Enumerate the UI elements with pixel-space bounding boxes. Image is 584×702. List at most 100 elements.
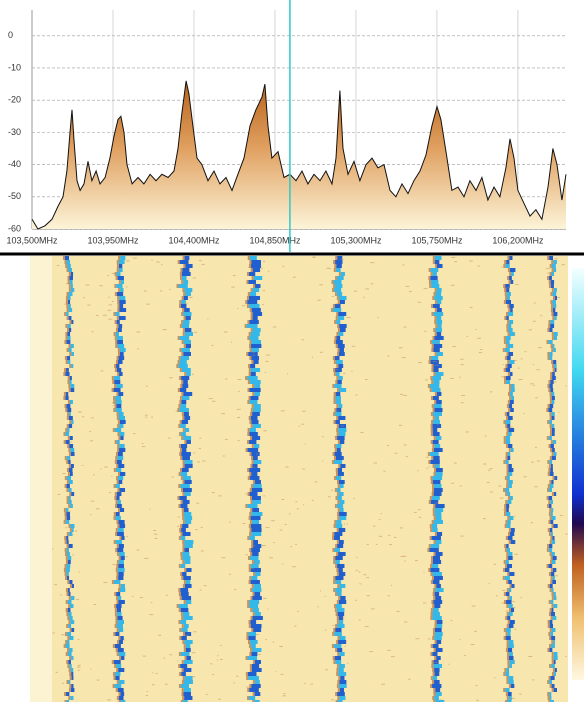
streak-edge xyxy=(333,340,336,344)
streak-edge xyxy=(252,692,255,696)
streak-edge xyxy=(248,644,251,648)
streak-edge xyxy=(179,276,182,280)
streak-edge xyxy=(336,616,339,620)
streak xyxy=(117,276,124,280)
streak xyxy=(506,260,510,264)
speckle xyxy=(144,290,147,292)
streak xyxy=(548,408,553,412)
streak-edge xyxy=(432,260,435,264)
speckle xyxy=(178,283,180,285)
streak xyxy=(507,648,513,652)
streak-edge xyxy=(250,500,253,504)
spectrum-line xyxy=(31,80,567,230)
streak-edge xyxy=(180,552,183,556)
streak xyxy=(336,608,345,612)
streak-edge xyxy=(69,492,72,496)
speckle xyxy=(229,521,231,523)
streak xyxy=(549,484,554,488)
streak-edge xyxy=(427,548,430,552)
streak xyxy=(509,392,513,396)
streak-edge xyxy=(63,396,66,400)
streak-edge xyxy=(178,620,181,624)
streak-edge xyxy=(505,692,508,696)
streak xyxy=(508,428,515,432)
streak-edge xyxy=(550,292,553,296)
streak xyxy=(432,432,440,436)
streak-edge xyxy=(505,492,508,496)
streak xyxy=(551,272,555,276)
speckle xyxy=(319,284,323,286)
streak-edge xyxy=(431,380,434,384)
streak-edge xyxy=(250,608,253,612)
streak-edge xyxy=(115,568,118,572)
speckle xyxy=(537,347,542,349)
streak xyxy=(508,552,513,556)
streak-edge xyxy=(179,672,182,676)
streak xyxy=(251,548,261,552)
streak-edge xyxy=(249,348,252,352)
streak-edge xyxy=(114,384,117,388)
streak-edge xyxy=(69,420,72,424)
streak-edge xyxy=(506,552,509,556)
streak-edge xyxy=(64,572,67,576)
streak xyxy=(249,604,259,608)
streak-edge xyxy=(68,620,71,624)
streak xyxy=(335,588,342,592)
streak-edge xyxy=(433,596,436,600)
streak xyxy=(507,312,514,316)
streak-edge xyxy=(68,668,71,672)
streak xyxy=(433,520,443,524)
streak-edge xyxy=(336,528,339,532)
streak-edge xyxy=(429,536,432,540)
streak xyxy=(183,624,189,628)
streak-edge xyxy=(503,368,506,372)
streak xyxy=(249,468,261,472)
speckle xyxy=(56,264,60,266)
streak-edge xyxy=(429,284,432,288)
streak-edge xyxy=(331,460,334,464)
streak xyxy=(552,300,556,304)
streak-edge xyxy=(335,472,338,476)
streak xyxy=(71,364,74,368)
streak xyxy=(67,640,70,644)
streak xyxy=(248,676,259,680)
streak xyxy=(508,588,512,592)
streak-edge xyxy=(546,496,549,500)
speckle xyxy=(328,267,331,269)
speckle xyxy=(200,550,204,552)
speckle xyxy=(261,545,266,547)
streak-edge xyxy=(431,456,434,460)
streak-edge xyxy=(433,540,436,544)
streak-edge xyxy=(508,308,511,312)
streak-edge xyxy=(64,540,67,544)
streak-edge xyxy=(68,452,71,456)
streak xyxy=(253,404,261,408)
streak xyxy=(254,480,261,484)
streak-edge xyxy=(506,676,509,680)
streak xyxy=(504,576,510,580)
streak xyxy=(336,520,342,524)
streak xyxy=(249,256,257,260)
streak xyxy=(339,584,346,588)
streak xyxy=(249,556,259,560)
streak xyxy=(435,504,445,508)
streak-edge xyxy=(509,584,512,588)
streak xyxy=(505,300,512,304)
streak xyxy=(434,260,440,264)
streak xyxy=(337,380,342,384)
streak-edge xyxy=(546,436,549,440)
speckle xyxy=(332,625,335,627)
streak-edge xyxy=(250,424,253,428)
streak-edge xyxy=(430,440,433,444)
speckle xyxy=(263,260,266,262)
streak xyxy=(338,528,346,532)
streak-edge xyxy=(337,512,340,516)
speckle xyxy=(565,533,568,535)
streak xyxy=(118,264,123,268)
speckle xyxy=(435,341,439,343)
streak-edge xyxy=(336,480,339,484)
streak xyxy=(435,700,445,702)
streak xyxy=(553,348,556,352)
streak xyxy=(184,460,193,464)
streak-edge xyxy=(64,368,67,372)
